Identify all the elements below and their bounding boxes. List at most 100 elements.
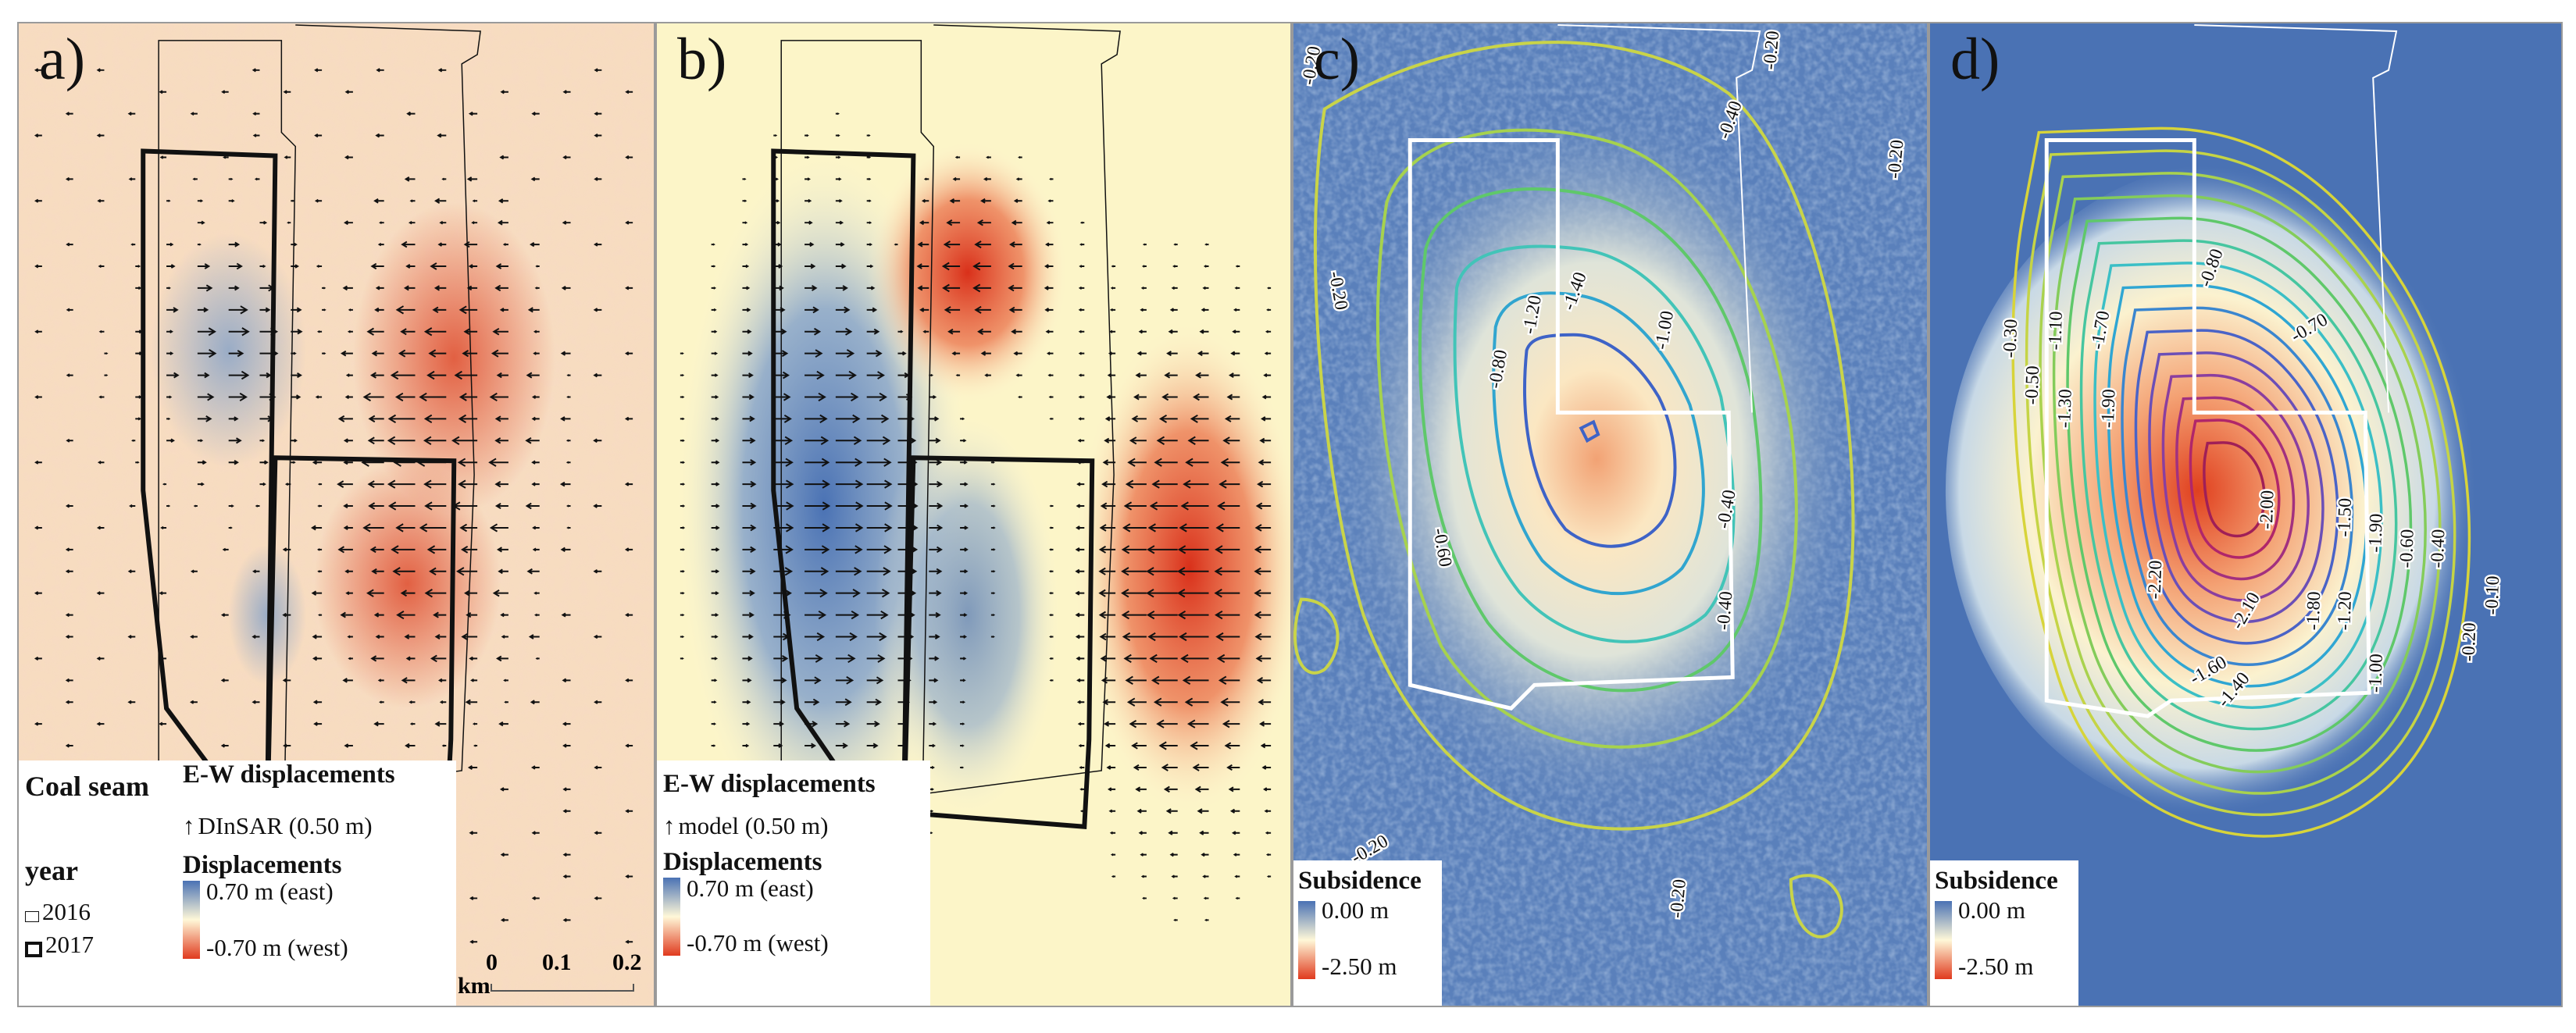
displacement-arrow [594, 133, 602, 138]
displacement-arrow [34, 329, 42, 334]
displacement-arrow [526, 372, 540, 379]
contour-label: -0.10 [2481, 575, 2503, 615]
displacement-arrow [960, 766, 965, 769]
displacement-arrow [960, 744, 965, 747]
displacement-arrow [1045, 329, 1054, 334]
displacement-arrow [314, 198, 323, 203]
displacement-arrow [805, 285, 818, 291]
displacement-arrow [1263, 373, 1272, 378]
displacement-arrow [1153, 697, 1178, 707]
displacement-arrow [805, 676, 822, 685]
displacement-arrow [977, 328, 991, 335]
displacement-arrow [368, 415, 384, 423]
displacement-arrow [1215, 523, 1240, 533]
displacement-arrow [1171, 874, 1178, 878]
displacement-arrow [929, 546, 943, 554]
displacement-arrow [34, 134, 42, 138]
displacement-arrow [312, 656, 323, 661]
displacement-arrow [494, 503, 508, 510]
displacement-arrow [368, 502, 384, 510]
displacement-arrow [1140, 874, 1147, 878]
displacement-arrow [835, 743, 848, 749]
displacement-arrow [454, 370, 478, 380]
displacement-arrow [259, 220, 268, 225]
displacement-arrow [866, 676, 884, 685]
displacement-arrow [1254, 632, 1272, 641]
displacement-arrow [530, 700, 540, 705]
displacement-arrow [434, 198, 447, 204]
displacement-arrow [135, 461, 140, 464]
displacement-arrow [317, 504, 323, 508]
displacement-arrow [561, 612, 571, 618]
displacement-arrow [1254, 611, 1272, 619]
displacement-arrow [1183, 479, 1209, 489]
displacement-arrow [65, 700, 73, 704]
displacement-arrow [1266, 308, 1272, 312]
displacement-arrow [228, 241, 241, 248]
displacement-arrow [252, 634, 260, 639]
displacement-arrow [562, 853, 571, 857]
displacement-arrow [1179, 632, 1209, 642]
displacement-arrow [419, 523, 447, 533]
displacement-arrow [228, 305, 248, 315]
displacement-arrow [496, 547, 508, 553]
displacement-arrow [252, 68, 260, 73]
panel-c-subsidence-bowl [1332, 101, 1861, 817]
displacement-arrow [1046, 351, 1054, 355]
displacement-arrow [711, 482, 720, 486]
displacement-arrow [1216, 654, 1240, 664]
displacement-arrow [1261, 765, 1272, 770]
displacement-arrow [197, 263, 211, 269]
displacement-arrow [197, 393, 215, 401]
displacement-arrow [96, 525, 105, 530]
displacement-arrow [316, 330, 323, 333]
displacement-arrow [562, 809, 571, 814]
displacement-arrow [377, 242, 384, 247]
displacement-arrow [1108, 329, 1116, 333]
displacement-arrow [494, 437, 508, 444]
displacement-arrow [530, 765, 540, 770]
displacement-arrow [340, 350, 353, 357]
displacement-arrow [500, 917, 508, 922]
panel-d-seam-2017 [2044, 138, 2371, 718]
displacement-arrow [625, 155, 633, 159]
displacement-arrow [34, 591, 42, 596]
displacement-arrow [527, 307, 540, 313]
displacement-arrow [593, 308, 602, 312]
model-subsidence-contour [2093, 262, 2383, 709]
displacement-arrow [409, 199, 416, 203]
displacement-arrow [525, 436, 540, 444]
scale-bar-unit: km [458, 973, 491, 999]
displacement-arrow [1048, 570, 1054, 573]
displacement-arrow [348, 308, 353, 312]
displacement-arrow [805, 220, 813, 225]
displacement-arrow [367, 480, 384, 489]
displacement-arrow [252, 134, 260, 137]
displacement-arrow [560, 416, 571, 422]
displacement-arrow [535, 265, 540, 268]
displacement-arrow [866, 177, 872, 181]
displacement-arrow [497, 219, 508, 226]
displacement-arrow [131, 439, 136, 442]
displacement-arrow [228, 392, 248, 402]
displacement-arrow [866, 307, 878, 313]
displacement-arrow [960, 613, 968, 618]
displacement-arrow [960, 417, 965, 421]
displacement-arrow [949, 198, 961, 204]
displacement-arrow [489, 392, 508, 402]
contour-label: -1.90 [2098, 389, 2120, 429]
displacement-arrow [337, 415, 353, 422]
displacement-arrow [960, 439, 967, 443]
displacement-arrow [228, 370, 250, 380]
model-subsidence-contour [2107, 283, 2368, 688]
model-subsidence-contour [2175, 396, 2296, 581]
displacement-arrow [742, 199, 747, 202]
displacement-arrow [379, 221, 384, 225]
displacement-arrow [742, 700, 751, 704]
displacement-arrow [1142, 896, 1147, 900]
displacement-arrow [197, 372, 210, 379]
panel-c-dinsar-subsidence: -0.20 -0.40 -0.20 -0.20 -0.80 -1.20 -1.4… [1292, 22, 1928, 1007]
displacement-arrow [400, 590, 416, 597]
displacement-arrow [773, 134, 778, 137]
displacement-arrow [1265, 853, 1272, 857]
